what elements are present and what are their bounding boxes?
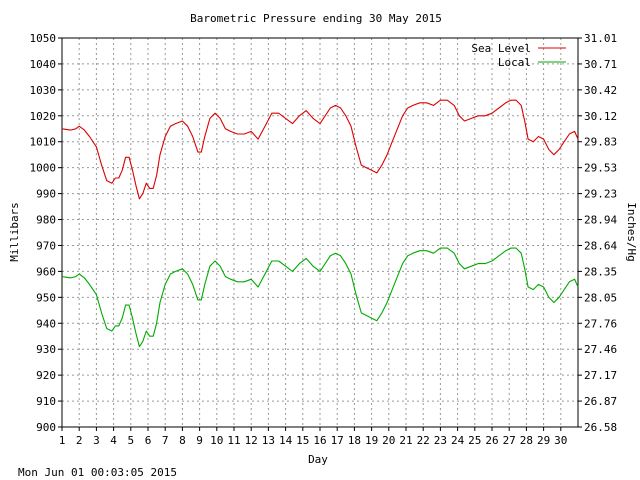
y-tick-label-left: 940 <box>36 317 56 330</box>
x-tick-label: 27 <box>503 434 516 447</box>
y-tick-label-left: 1020 <box>30 110 57 123</box>
y-tick-label-left: 900 <box>36 421 56 434</box>
y-tick-label-right: 29.23 <box>584 188 617 201</box>
x-tick-label: 2 <box>76 434 83 447</box>
y-tick-label-right: 30.42 <box>584 84 617 97</box>
y-tick-label-right: 27.76 <box>584 317 617 330</box>
x-tick-label: 14 <box>279 434 293 447</box>
x-tick-label: 1 <box>59 434 66 447</box>
y-tick-label-right: 29.53 <box>584 162 617 175</box>
x-tick-label: 6 <box>145 434 152 447</box>
y-tick-label-right: 30.71 <box>584 58 617 71</box>
x-tick-label: 20 <box>382 434 395 447</box>
x-tick-label: 21 <box>399 434 412 447</box>
x-tick-label: 24 <box>451 434 465 447</box>
x-tick-label: 4 <box>110 434 117 447</box>
x-tick-label: 22 <box>417 434 430 447</box>
y-tick-label-right: 31.01 <box>584 32 617 45</box>
y-tick-label-left: 1000 <box>30 162 57 175</box>
y-tick-label-right: 27.46 <box>584 343 617 356</box>
x-tick-label: 16 <box>313 434 326 447</box>
x-tick-label: 3 <box>93 434 100 447</box>
y-tick-label-left: 910 <box>36 395 56 408</box>
y-tick-label-left: 950 <box>36 291 56 304</box>
x-tick-label: 26 <box>485 434 498 447</box>
y-tick-label-right: 30.12 <box>584 110 617 123</box>
y-tick-label-left: 930 <box>36 343 56 356</box>
x-tick-label: 19 <box>365 434 378 447</box>
y-tick-label-left: 1040 <box>30 58 57 71</box>
y-axis-right-label: Inches/Hg <box>625 202 638 262</box>
y-tick-label-right: 28.94 <box>584 214 617 227</box>
x-tick-label: 10 <box>210 434 223 447</box>
x-axis-ticks: 1 2 3 4 5 6 7 8 9 10 11 12 13 14 15 16 17 18 19 20 21 22 23 24 2… <box>59 427 567 447</box>
x-tick-label: 29 <box>537 434 550 447</box>
x-tick-label: 15 <box>296 434 309 447</box>
legend-label-sea-level: Sea Level <box>471 42 531 55</box>
y-tick-label-left: 960 <box>36 265 56 278</box>
chart-title: Barometric Pressure ending 30 May 2015 <box>190 12 442 25</box>
y-tick-label-right: 26.58 <box>584 421 617 434</box>
grid <box>61 37 578 428</box>
x-tick-label: 28 <box>520 434 533 447</box>
y-tick-label-right: 28.35 <box>584 265 617 278</box>
legend-label-local: Local <box>498 56 531 69</box>
y-axis-left-label: Millibars <box>8 202 21 262</box>
y-tick-label-left: 970 <box>36 239 56 252</box>
x-tick-label: 9 <box>196 434 203 447</box>
legend: Sea Level Local <box>471 42 566 69</box>
x-axis-label: Day <box>308 453 328 466</box>
x-tick-label: 12 <box>245 434 258 447</box>
series-line-local <box>61 247 579 348</box>
y-tick-label-right: 26.87 <box>584 395 617 408</box>
y-tick-label-right: 28.05 <box>584 291 617 304</box>
x-tick-label: 30 <box>554 434 567 447</box>
y-tick-label-left: 990 <box>36 188 56 201</box>
y-tick-label-left: 1030 <box>30 84 57 97</box>
x-tick-label: 13 <box>262 434 275 447</box>
y-tick-label-left: 920 <box>36 369 56 382</box>
footer-timestamp: Mon Jun 01 00:03:05 2015 <box>18 466 177 479</box>
x-tick-label: 11 <box>227 434 240 447</box>
y-tick-label-right: 27.17 <box>584 369 617 382</box>
y-axis-left-ticks: 900 910 920 930 940 950 960 970 980 990 1000 1010 10… <box>30 32 62 434</box>
y-tick-label-left: 1050 <box>30 32 57 45</box>
y-tick-label-right: 28.64 <box>584 239 617 252</box>
x-tick-label: 17 <box>331 434 344 447</box>
series-line-sea-level <box>61 99 579 200</box>
y-axis-right-ticks: 26.58 26.87 27.17 27.46 27.76 28.05 28.35 28.64… <box>578 32 617 434</box>
x-tick-label: 8 <box>179 434 186 447</box>
y-tick-label-left: 1010 <box>30 136 57 149</box>
x-tick-label: 18 <box>348 434 361 447</box>
series-lines <box>61 99 579 348</box>
x-tick-label: 5 <box>127 434 134 447</box>
y-tick-label-right: 29.83 <box>584 136 617 149</box>
y-tick-label-left: 980 <box>36 214 56 227</box>
x-tick-label: 7 <box>162 434 169 447</box>
x-tick-label: 25 <box>468 434 481 447</box>
x-tick-label: 23 <box>434 434 447 447</box>
